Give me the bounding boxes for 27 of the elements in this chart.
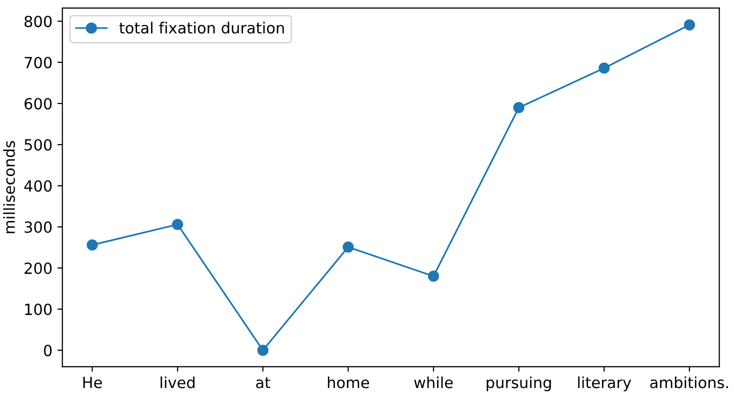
- point: [428, 270, 440, 282]
- point: [86, 239, 98, 251]
- x-tick-label: while: [414, 376, 453, 388]
- y-tick-label: 0: [44, 344, 52, 356]
- y-tick-label: 800: [24, 16, 52, 28]
- x-tick-label: lived: [160, 376, 194, 388]
- y-tick-label: 700: [24, 56, 52, 68]
- y-tick-label: 100: [25, 304, 52, 316]
- y-tick-label: 200: [24, 262, 52, 274]
- x-tick-label: He: [83, 376, 102, 388]
- y-tick-label: 600: [24, 98, 52, 110]
- x-tick-label: pursuing: [486, 376, 551, 392]
- y-tick-label: 500: [24, 139, 52, 151]
- y-axis-title: milliseconds: [3, 140, 15, 234]
- y-tick-label: 300: [24, 221, 52, 233]
- point: [342, 241, 354, 253]
- point: [513, 102, 524, 114]
- y-tick-label: 400: [24, 180, 52, 192]
- legend-label: total fixation duration: [119, 22, 284, 34]
- x-tick-label: literary: [578, 376, 632, 392]
- x-tick-label: at: [256, 377, 270, 388]
- x-tick-label: home: [328, 376, 370, 388]
- x-tick-label: ambitions.: [650, 376, 728, 388]
- point: [172, 218, 184, 230]
- point: [598, 62, 610, 74]
- point: [257, 344, 268, 356]
- point: [684, 19, 696, 30]
